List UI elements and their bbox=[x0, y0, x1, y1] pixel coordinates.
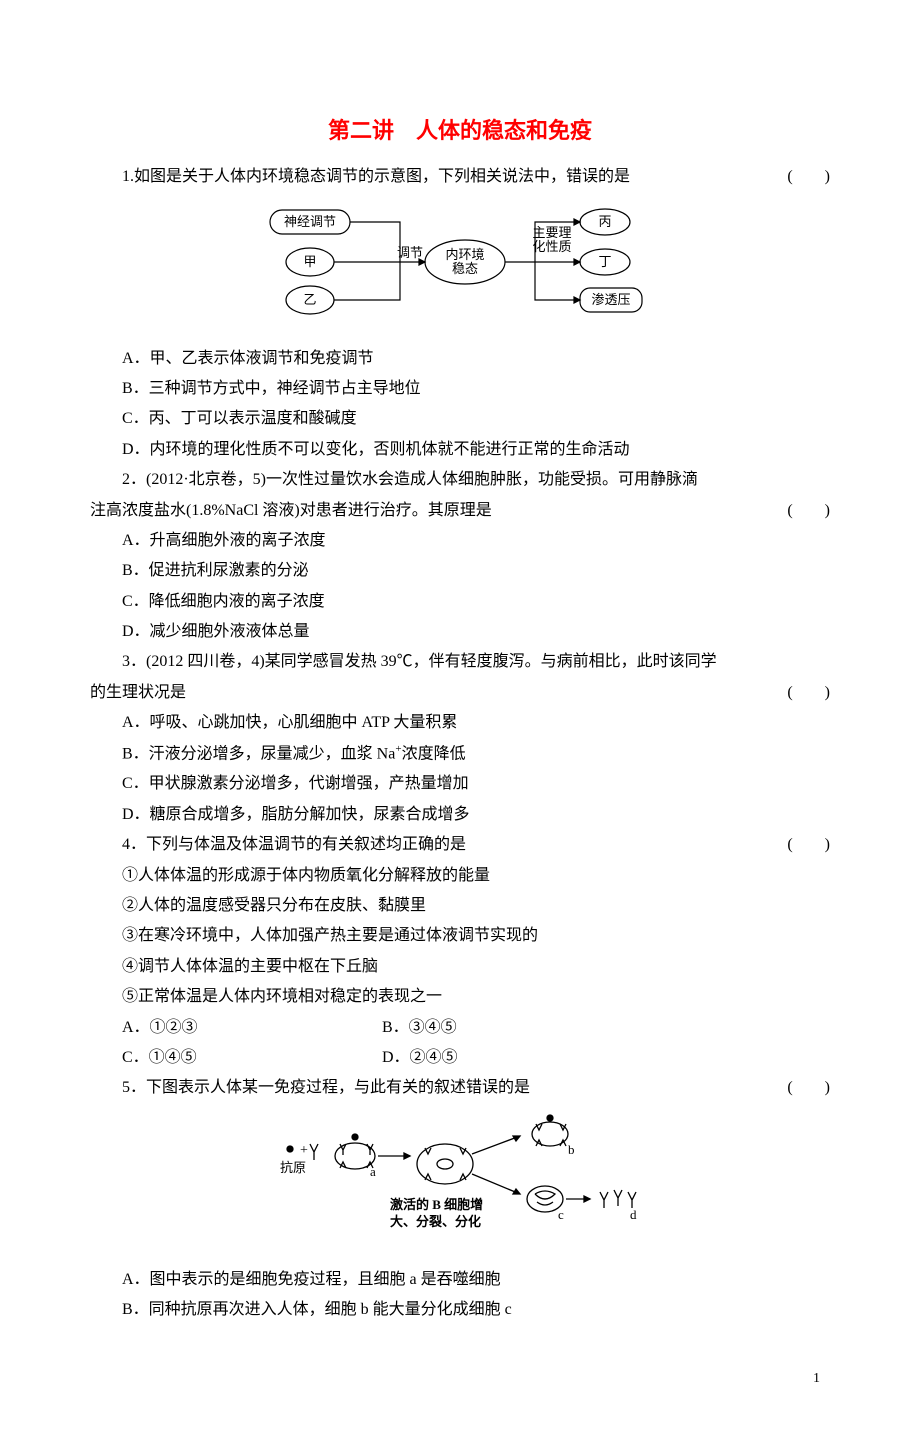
fig2-c: c bbox=[558, 1207, 564, 1222]
svg-text:+: + bbox=[300, 1143, 308, 1158]
q3-stem-b: 的生理状况是 bbox=[90, 684, 186, 701]
fig1-shenjing: 神经调节 bbox=[284, 214, 336, 229]
q5-stem-text: 5．下图表示人体某一免疫过程，与此有关的叙述错误的是 bbox=[122, 1079, 530, 1096]
fig1-neihuanjing: 内环境 bbox=[445, 247, 484, 262]
q4-optA: A．①②③ bbox=[90, 1013, 382, 1043]
q2-stem-b-line: 注高浓度盐水(1.8%NaCl 溶液)对患者进行治疗。其原理是 ( ) bbox=[90, 496, 830, 526]
q4-row-cd: C．①④⑤ D．②④⑤ bbox=[90, 1043, 830, 1073]
q1-optA: A．甲、乙表示体液调节和免疫调节 bbox=[90, 344, 830, 374]
fig1-bing: 丙 bbox=[598, 214, 611, 229]
q3-optA: A．呼吸、心跳加快，心肌细胞中 ATP 大量积累 bbox=[90, 708, 830, 738]
q4-stem: 4．下列与体温及体温调节的有关叙述均正确的是 ( ) bbox=[90, 830, 830, 860]
fig1-jia: 甲 bbox=[303, 254, 316, 269]
q3-optD: D．糖原合成增多，脂肪分解加快，尿素合成增多 bbox=[90, 800, 830, 830]
fig1-shentouya: 渗透压 bbox=[591, 292, 630, 307]
q5-optB: B．同种抗原再次进入人体，细胞 b 能大量分化成细胞 c bbox=[90, 1295, 830, 1325]
q2-optD: D．减少细胞外液液体总量 bbox=[90, 617, 830, 647]
q3-paren: ( ) bbox=[787, 678, 830, 708]
q3-stem-a: 3．(2012 四川卷，4)某同学感冒发热 39℃，伴有轻度腹泻。与病前相比，此… bbox=[90, 647, 830, 677]
q4-paren: ( ) bbox=[755, 830, 830, 860]
fig1-tiaojie: 调节 bbox=[397, 245, 423, 260]
fig1-huaxing: 化性质 bbox=[532, 239, 571, 254]
q2-stem-b: 注高浓度盐水(1.8%NaCl 溶液)对患者进行治疗。其原理是 bbox=[90, 502, 492, 519]
q3-optB: B．汗液分泌增多，尿量减少，血浆 Na+浓度降低 bbox=[90, 739, 830, 770]
fig2-kangyuan: 抗原 bbox=[280, 1160, 306, 1175]
fig1-zhuyao: 主要理 bbox=[532, 225, 571, 240]
q5-optA: A．图中表示的是细胞免疫过程，且细胞 a 是吞噬细胞 bbox=[90, 1265, 830, 1295]
q4-s1: ①人体体温的形成源于体内物质氧化分解释放的能量 bbox=[90, 861, 830, 891]
fig1-yi: 乙 bbox=[303, 292, 316, 307]
q3-stem-b-line: 的生理状况是 ( ) bbox=[90, 678, 830, 708]
q4-optC: C．①④⑤ bbox=[90, 1043, 382, 1073]
q2-optB: B．促进抗利尿激素的分泌 bbox=[90, 556, 830, 586]
q4-s3: ③在寒冷环境中，人体加强产热主要是通过体液调节实现的 bbox=[90, 921, 830, 951]
fig2-line1: 激活的 B 细胞增 bbox=[390, 1197, 483, 1212]
q1-stem-text: 1.如图是关于人体内环境稳态调节的示意图，下列相关说法中，错误的是 bbox=[122, 168, 630, 185]
q1-optB: B．三种调节方式中，神经调节占主导地位 bbox=[90, 374, 830, 404]
fig2-b: b bbox=[568, 1142, 575, 1157]
figure-1: 神经调节 甲 乙 调节 内环境 稳态 主要理 化性质 丙 丁 渗透压 bbox=[90, 202, 830, 333]
q1-optC: C．丙、丁可以表示温度和酸碱度 bbox=[90, 404, 830, 434]
q3-optB-a: B．汗液分泌增多，尿量减少，血浆 Na bbox=[122, 745, 395, 762]
fig2-d: d bbox=[630, 1207, 637, 1222]
q2-optA: A．升高细胞外液的离子浓度 bbox=[90, 526, 830, 556]
q1-optD: D．内环境的理化性质不可以变化，否则机体就不能进行正常的生命活动 bbox=[90, 435, 830, 465]
q4-s5: ⑤正常体温是人体内环境相对稳定的表现之一 bbox=[90, 982, 830, 1012]
q4-optD: D．②④⑤ bbox=[382, 1043, 642, 1073]
figure-2: + bbox=[90, 1114, 830, 1255]
q5-paren: ( ) bbox=[755, 1073, 830, 1103]
page-number: 1 bbox=[90, 1366, 830, 1393]
fig2-a: a bbox=[370, 1164, 376, 1179]
q5-stem: 5．下图表示人体某一免疫过程，与此有关的叙述错误的是 ( ) bbox=[90, 1073, 830, 1103]
q1-stem: 1.如图是关于人体内环境稳态调节的示意图，下列相关说法中，错误的是 ( ) bbox=[90, 162, 830, 192]
q2-stem-a: 2．(2012·北京卷，5)一次性过量饮水会造成人体细胞肿胀，功能受损。可用静脉… bbox=[90, 465, 830, 495]
q3-optB-b: 浓度降低 bbox=[402, 745, 466, 762]
q1-paren: ( ) bbox=[755, 162, 830, 192]
q4-s2: ②人体的温度感受器只分布在皮肤、黏膜里 bbox=[90, 891, 830, 921]
fig2-line2: 大、分裂、分化 bbox=[390, 1214, 481, 1229]
q3-optC: C．甲状腺激素分泌增多，代谢增强，产热量增加 bbox=[90, 769, 830, 799]
q2-paren: ( ) bbox=[787, 496, 830, 526]
page-title: 第二讲 人体的稳态和免疫 bbox=[90, 110, 830, 152]
q2-optC: C．降低细胞内液的离子浓度 bbox=[90, 587, 830, 617]
q4-row-ab: A．①②③ B．③④⑤ bbox=[90, 1013, 830, 1043]
fig1-ding: 丁 bbox=[598, 254, 611, 269]
q4-optB: B．③④⑤ bbox=[382, 1013, 642, 1043]
q4-s4: ④调节人体体温的主要中枢在下丘脑 bbox=[90, 952, 830, 982]
fig1-wentai: 稳态 bbox=[452, 261, 478, 276]
q4-stem-text: 4．下列与体温及体温调节的有关叙述均正确的是 bbox=[122, 836, 466, 853]
